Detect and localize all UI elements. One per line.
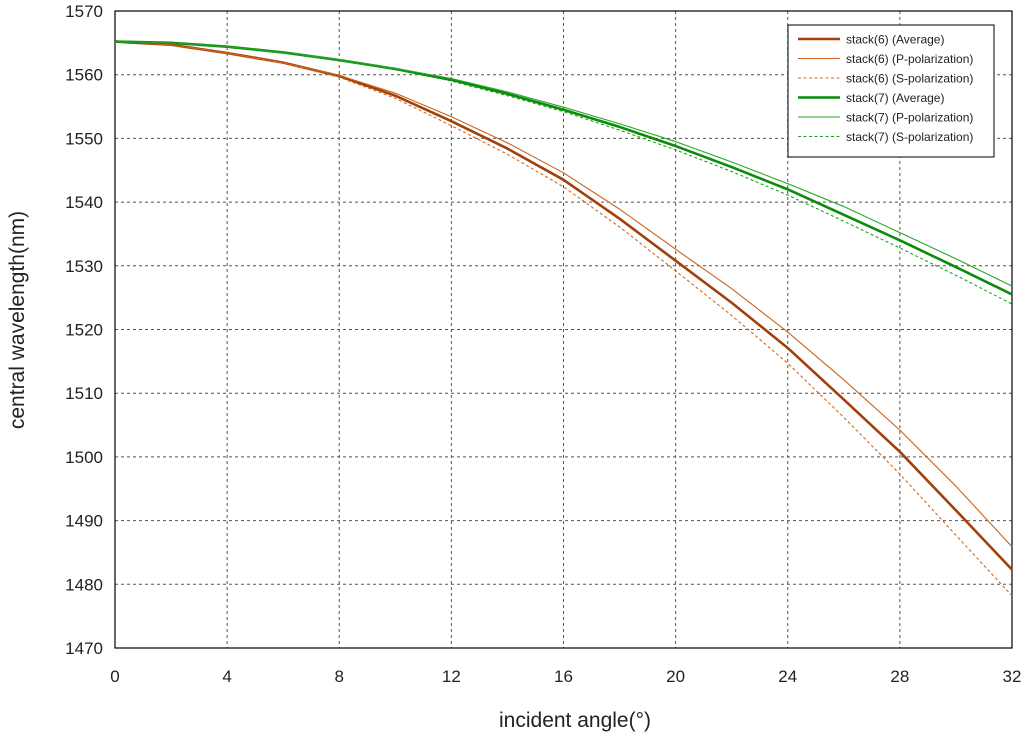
y-tick-label: 1480	[65, 575, 103, 594]
legend-label-3: stack(7) (Average)	[846, 91, 944, 105]
legend-label-4: stack(7) (P-polarization)	[846, 111, 973, 125]
series-lines	[114, 40, 1013, 597]
x-axis-title: incident angle(°)	[499, 709, 651, 732]
series-line-2	[114, 41, 1013, 597]
legend-label-1: stack(6) (P-polarization)	[846, 52, 973, 66]
x-tick-label: 4	[222, 667, 231, 686]
x-tick-label: 16	[554, 667, 573, 686]
plot-area-frame	[114, 10, 1013, 649]
x-axis-ticks: 0 4 8 12 16 20 24 28 32	[110, 667, 1021, 686]
y-tick-label: 1570	[65, 2, 103, 21]
legend-label-2: stack(6) (S-polarization)	[846, 72, 973, 86]
legend: stack(6) (Average) stack(6) (P-polarizati…	[787, 24, 995, 158]
y-tick-label: 1490	[65, 512, 103, 531]
series-line-5	[114, 41, 1013, 305]
x-tick-label: 24	[778, 667, 797, 686]
y-tick-label: 1560	[65, 66, 103, 85]
y-axis-title: central wavelength(nm)	[6, 211, 29, 429]
y-tick-label: 1520	[65, 321, 103, 340]
x-tick-label: 28	[890, 667, 909, 686]
y-tick-label: 1500	[65, 448, 103, 467]
y-tick-label: 1550	[65, 129, 103, 148]
legend-label-5: stack(7) (S-polarization)	[846, 130, 973, 144]
legend-label-0: stack(6) (Average)	[846, 33, 944, 47]
x-tick-label: 12	[442, 667, 461, 686]
x-tick-label: 0	[110, 667, 119, 686]
y-tick-label: 1470	[65, 639, 103, 658]
y-tick-label: 1510	[65, 384, 103, 403]
x-tick-label: 32	[1003, 667, 1022, 686]
legend-box	[787, 24, 995, 158]
grid	[115, 11, 1012, 648]
y-tick-label: 1530	[65, 257, 103, 276]
x-tick-label: 20	[666, 667, 685, 686]
x-tick-label: 8	[335, 667, 344, 686]
y-tick-label: 1540	[65, 193, 103, 212]
y-axis-ticks: 1470 1480 1490 1500 1510 1520 1530 1540 1550 1560…	[65, 2, 103, 658]
